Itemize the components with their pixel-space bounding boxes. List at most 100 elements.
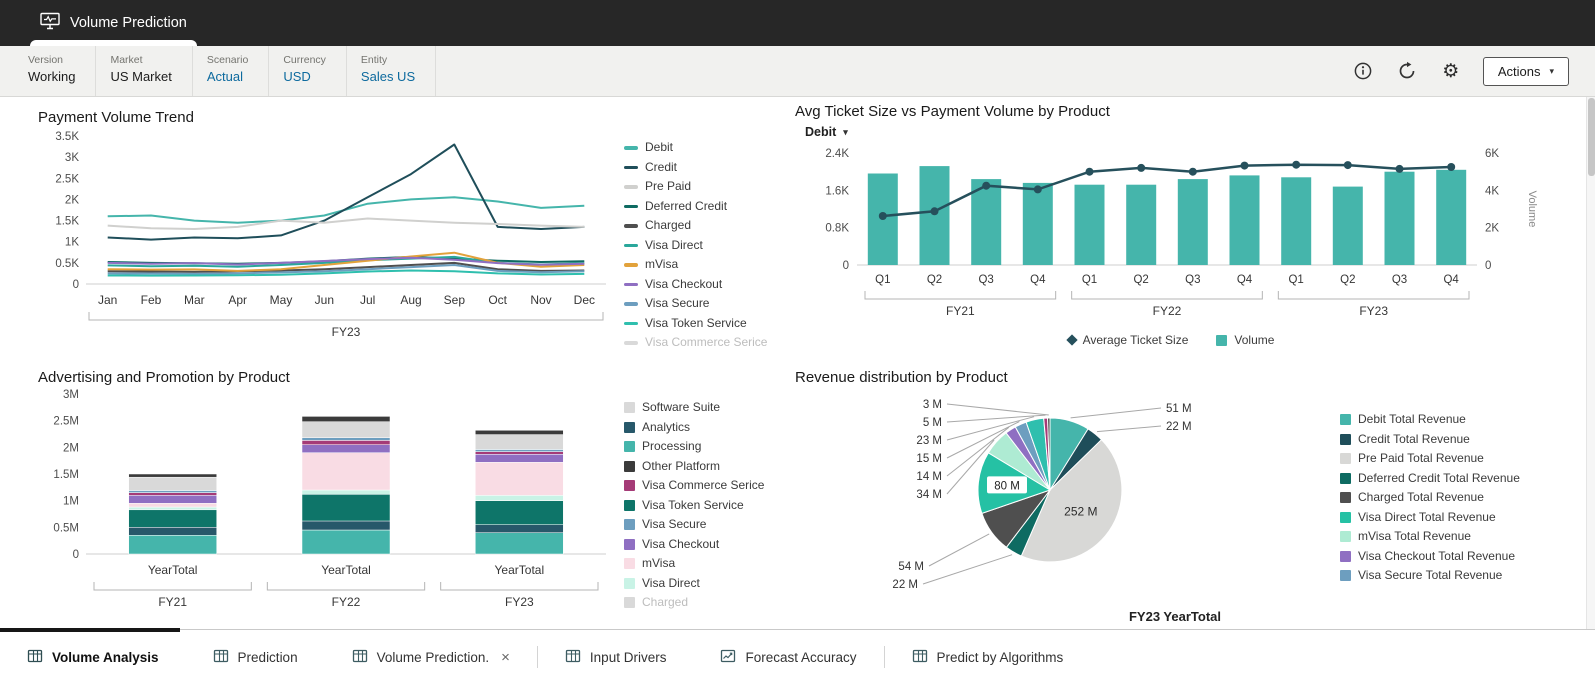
data-point-marker[interactable] — [1343, 161, 1352, 170]
data-point-marker[interactable] — [1395, 164, 1404, 173]
legend-item[interactable]: Deferred Credit — [624, 197, 767, 217]
avg-ticket-line[interactable] — [882, 163, 1452, 218]
legend-item[interactable]: Visa Checkout Total Revenue — [1340, 547, 1520, 567]
legend-item[interactable]: mVisa — [624, 554, 764, 574]
bottom-tab-prediction[interactable]: Prediction — [186, 630, 325, 684]
stack-segment[interactable] — [475, 462, 564, 496]
data-point-marker[interactable] — [1240, 161, 1249, 170]
line-series[interactable] — [107, 256, 585, 266]
legend-item[interactable]: Visa Direct — [624, 574, 764, 594]
revenue-distribution-pie-chart[interactable]: 3 M 5 M 23 M 15 M 14 M 34 M 54 M 22 M 51 M 22 M 25… — [850, 386, 1320, 609]
refresh-icon[interactable] — [1395, 59, 1419, 83]
stack-segment[interactable] — [301, 494, 391, 522]
stack-segment[interactable] — [128, 509, 217, 528]
stack-segment[interactable] — [128, 535, 217, 555]
pov-scenario[interactable]: Scenario Actual — [193, 46, 270, 96]
close-tab-icon[interactable]: × — [501, 648, 510, 666]
legend-item[interactable]: Visa Secure Total Revenue — [1340, 566, 1520, 586]
volume-bar[interactable] — [1436, 169, 1467, 265]
avg-ticket-vs-volume-chart[interactable]: 0 0.8K 1.6K 2.4K 0 2K 4K 6K Q1 Q2 Q3 Q4 Q1 Q2 Q3 Q4 Q1 Q2… — [801, 141, 1587, 328]
data-point-marker[interactable] — [1137, 163, 1146, 172]
stack-segment[interactable] — [301, 421, 391, 438]
pov-currency[interactable]: Currency USD — [269, 46, 347, 96]
legend-item[interactable]: Debit Total Revenue — [1340, 410, 1520, 430]
volume-bar[interactable] — [1384, 171, 1415, 265]
volume-bar[interactable] — [919, 166, 950, 265]
stack-segment[interactable] — [128, 503, 217, 508]
legend-item[interactable]: Visa Direct — [624, 236, 767, 256]
bottom-tab-predict-by-algorithms[interactable]: Predict by Algorithms — [885, 630, 1091, 684]
stack-segment[interactable] — [475, 500, 564, 525]
data-point-marker[interactable] — [1188, 167, 1197, 176]
stack-segment[interactable] — [475, 495, 564, 501]
legend-item[interactable]: Charged Total Revenue — [1340, 488, 1520, 508]
pov-market[interactable]: Market US Market — [96, 46, 193, 96]
volume-bar[interactable] — [1332, 186, 1363, 265]
stack-segment[interactable] — [475, 449, 564, 452]
legend-item[interactable]: Visa Commerce Serice — [624, 476, 764, 496]
bottom-tab-input-drivers[interactable]: Input Drivers — [538, 630, 694, 684]
legend-item[interactable]: Visa Checkout — [624, 535, 764, 555]
stack-segment[interactable] — [475, 434, 564, 450]
legend-item[interactable]: Charged — [624, 216, 767, 236]
legend-item[interactable]: Debit — [624, 138, 767, 158]
stack-segment[interactable] — [301, 444, 391, 453]
data-point-marker[interactable] — [1085, 167, 1094, 176]
line-series[interactable] — [107, 261, 585, 273]
info-icon[interactable] — [1351, 59, 1375, 83]
stack-segment[interactable] — [128, 476, 217, 491]
product-selector-dropdown[interactable]: Debit ▾ — [805, 125, 1587, 139]
stack-segment[interactable] — [301, 416, 391, 422]
stack-segment[interactable] — [301, 440, 391, 445]
volume-bar[interactable] — [1074, 184, 1105, 265]
legend-item[interactable]: mVisa Total Revenue — [1340, 527, 1520, 547]
legend-item[interactable]: Visa Secure — [624, 515, 764, 535]
gear-icon[interactable]: ⚙ — [1442, 60, 1460, 82]
vertical-scrollbar[interactable] — [1586, 97, 1595, 629]
bottom-tab-forecast-accuracy[interactable]: Forecast Accuracy — [693, 630, 883, 684]
stack-segment[interactable] — [128, 495, 217, 504]
pie-slice[interactable] — [1020, 438, 1123, 563]
legend-item[interactable]: Visa Token Service — [624, 314, 767, 334]
legend-item[interactable]: Average Ticket Size — [1065, 332, 1188, 348]
legend-item[interactable]: Visa Direct Total Revenue — [1340, 508, 1520, 528]
stack-segment[interactable] — [475, 430, 564, 435]
legend-item[interactable]: Visa Secure — [624, 294, 767, 314]
volume-bar[interactable] — [1229, 175, 1260, 265]
legend-item[interactable]: Pre Paid Total Revenue — [1340, 449, 1520, 469]
bottom-tab-volume-analysis[interactable]: Volume Analysis — [0, 630, 186, 684]
data-point-marker[interactable] — [878, 212, 887, 220]
data-point-marker[interactable] — [982, 181, 991, 190]
legend-item[interactable]: Software Suite — [624, 398, 764, 418]
legend-item[interactable]: Charged — [624, 593, 764, 613]
stack-segment[interactable] — [301, 529, 391, 555]
stack-segment[interactable] — [475, 524, 564, 533]
top-tab-volume-prediction[interactable]: Volume Prediction — [30, 0, 197, 46]
line-series[interactable] — [107, 264, 585, 275]
stack-segment[interactable] — [475, 451, 564, 455]
stack-segment[interactable] — [301, 452, 391, 491]
stack-segment[interactable] — [128, 473, 217, 478]
stack-segment[interactable] — [301, 437, 391, 441]
volume-bar[interactable] — [1177, 179, 1208, 265]
data-point-marker[interactable] — [1292, 160, 1301, 169]
stack-segment[interactable] — [128, 506, 217, 511]
volume-bar[interactable] — [1126, 184, 1157, 265]
pov-version[interactable]: Version Working — [14, 46, 97, 96]
legend-item[interactable]: Credit — [624, 158, 767, 178]
stack-segment[interactable] — [128, 492, 217, 496]
legend-item[interactable]: Visa Token Service — [624, 496, 764, 516]
stack-segment[interactable] — [301, 520, 391, 531]
line-series[interactable] — [107, 143, 585, 241]
volume-bar[interactable] — [1281, 177, 1312, 265]
stack-segment[interactable] — [475, 454, 564, 463]
legend-item[interactable]: Processing — [624, 437, 764, 457]
stack-segment[interactable] — [128, 527, 217, 536]
legend-item[interactable]: mVisa — [624, 255, 767, 275]
line-series[interactable] — [107, 217, 585, 230]
stack-segment[interactable] — [301, 489, 391, 495]
payment-volume-trend-chart[interactable]: 0 0.5K 1K 1.5K 2K 2.5K 3K 3.5K Jan Feb Mar Apr May Ju… — [38, 126, 616, 345]
legend-item[interactable]: Pre Paid — [624, 177, 767, 197]
data-point-marker[interactable] — [930, 207, 939, 216]
stack-segment[interactable] — [475, 532, 564, 555]
